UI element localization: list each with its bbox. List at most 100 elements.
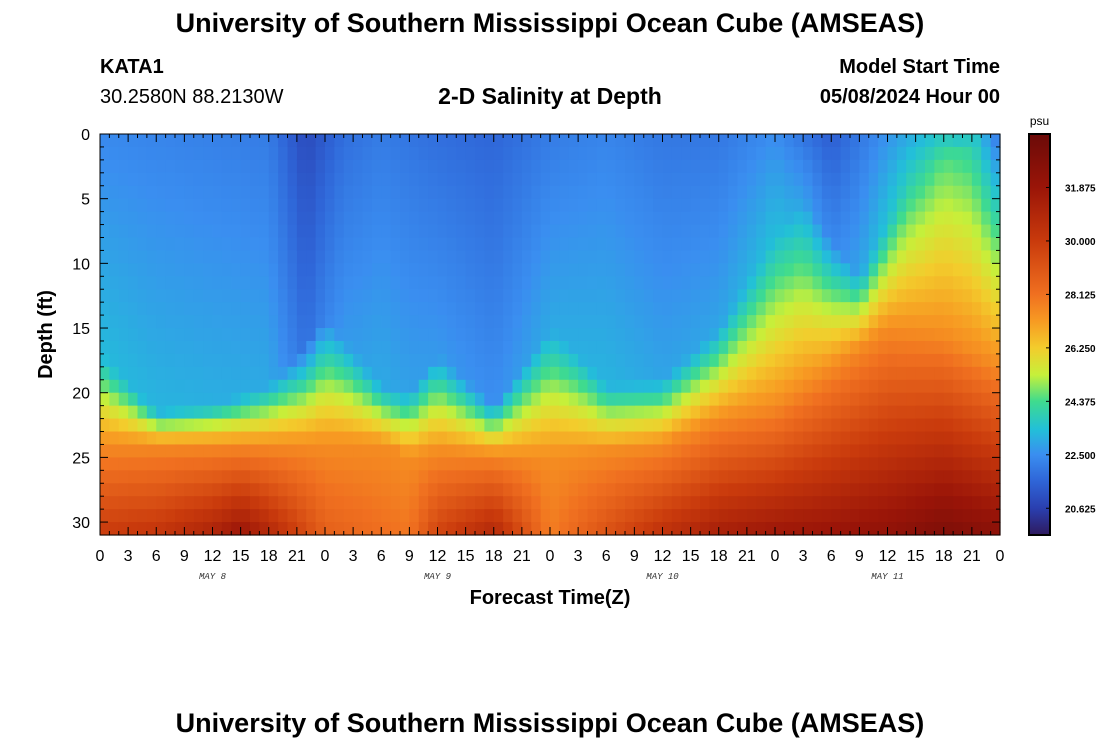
heatmap-cell xyxy=(634,250,645,264)
heatmap-cell xyxy=(315,457,326,471)
heatmap-cell xyxy=(184,237,195,252)
heatmap-cell xyxy=(175,302,185,316)
heatmap-cell xyxy=(250,379,260,394)
heatmap-cell xyxy=(381,405,392,420)
heatmap-cell xyxy=(465,522,476,536)
heatmap-cell xyxy=(175,263,185,277)
heatmap-cell xyxy=(606,366,617,381)
heatmap-cell xyxy=(296,302,307,316)
heatmap-cell xyxy=(175,392,185,407)
heatmap-cell xyxy=(315,134,326,148)
heatmap-cell xyxy=(887,211,898,226)
heatmap-cell xyxy=(812,353,823,368)
heatmap-cell xyxy=(615,470,626,484)
heatmap-cell xyxy=(643,457,654,471)
heatmap-cell xyxy=(859,328,870,342)
heatmap-cell xyxy=(737,340,748,355)
heatmap-cell xyxy=(662,328,673,342)
heatmap-cell xyxy=(625,263,635,277)
heatmap-cell xyxy=(381,353,392,368)
heatmap-cell xyxy=(887,431,898,446)
heatmap-cell xyxy=(784,185,795,200)
heatmap-cell xyxy=(400,134,410,148)
heatmap-cell xyxy=(118,172,129,187)
heatmap-cell xyxy=(943,276,954,290)
heatmap-cell xyxy=(353,276,364,290)
heatmap-cell xyxy=(512,185,523,200)
heatmap-cell xyxy=(268,496,279,510)
heatmap-cell xyxy=(812,185,823,200)
heatmap-cell xyxy=(690,366,701,381)
heatmap-cell xyxy=(325,496,335,510)
heatmap-cell xyxy=(531,483,542,497)
heatmap-cell xyxy=(146,211,157,226)
heatmap-cell xyxy=(859,457,870,471)
heatmap-cell xyxy=(971,185,982,200)
heatmap-cell xyxy=(315,444,326,458)
heatmap-cell xyxy=(634,444,645,458)
heatmap-cell xyxy=(962,522,973,536)
heatmap-cell xyxy=(334,431,345,446)
heatmap-cell xyxy=(484,237,495,252)
heatmap-cell xyxy=(887,457,898,471)
heatmap-cell xyxy=(531,289,542,303)
heatmap-cell xyxy=(596,366,607,381)
heatmap-cell xyxy=(653,302,664,316)
heatmap-cell xyxy=(381,302,392,316)
heatmap-cell xyxy=(287,172,298,187)
heatmap-cell xyxy=(859,353,870,368)
heatmap-cell xyxy=(184,418,195,433)
heatmap-cell xyxy=(915,289,926,303)
heatmap-cell xyxy=(953,366,964,381)
heatmap-cell xyxy=(728,509,739,523)
heatmap-cell xyxy=(709,237,720,252)
heatmap-cell xyxy=(484,340,495,355)
heatmap-cell xyxy=(268,509,279,523)
heatmap-cell xyxy=(915,146,926,161)
heatmap-cell xyxy=(409,444,420,458)
heatmap-cell xyxy=(259,470,270,484)
heatmap-cell xyxy=(540,134,551,148)
heatmap-cell xyxy=(606,159,617,174)
heatmap-cell xyxy=(109,353,120,368)
heatmap-cell xyxy=(690,379,701,394)
heatmap-cell xyxy=(381,276,392,290)
heatmap-cell xyxy=(268,405,279,420)
heatmap-cell xyxy=(362,289,373,303)
heatmap-cell xyxy=(428,353,439,368)
heatmap-cell xyxy=(278,431,289,446)
heatmap-cell xyxy=(943,444,954,458)
heatmap-cell xyxy=(681,496,692,510)
heatmap-cell xyxy=(165,457,176,471)
heatmap-cell xyxy=(868,366,879,381)
heatmap-cell xyxy=(212,405,223,420)
x-tick-label: 0 xyxy=(771,548,780,565)
heatmap-cell xyxy=(437,250,448,264)
heatmap-cell xyxy=(512,134,523,148)
heatmap-cell xyxy=(878,366,889,381)
heatmap-cell xyxy=(287,263,298,277)
heatmap-cell xyxy=(643,159,654,174)
heatmap-cell xyxy=(296,263,307,277)
heatmap-cell xyxy=(746,276,757,290)
heatmap-cell xyxy=(662,224,673,239)
heatmap-cell xyxy=(493,237,504,252)
heatmap-cell xyxy=(128,431,139,446)
heatmap-cell xyxy=(428,237,439,252)
heatmap-cell xyxy=(278,405,289,420)
heatmap-cell xyxy=(765,134,776,148)
heatmap-cell xyxy=(934,509,945,523)
heatmap-cell xyxy=(850,211,860,226)
heatmap-cell xyxy=(737,444,748,458)
heatmap-cell xyxy=(353,366,364,381)
heatmap-cell xyxy=(925,444,935,458)
heatmap-cell xyxy=(746,418,757,433)
heatmap-cell xyxy=(662,392,673,407)
heatmap-cell xyxy=(465,289,476,303)
heatmap-cell xyxy=(296,431,307,446)
heatmap-cell xyxy=(681,392,692,407)
heatmap-cell xyxy=(681,405,692,420)
heatmap-cell xyxy=(765,198,776,213)
heatmap-cell xyxy=(409,211,420,226)
heatmap-cell xyxy=(465,250,476,264)
